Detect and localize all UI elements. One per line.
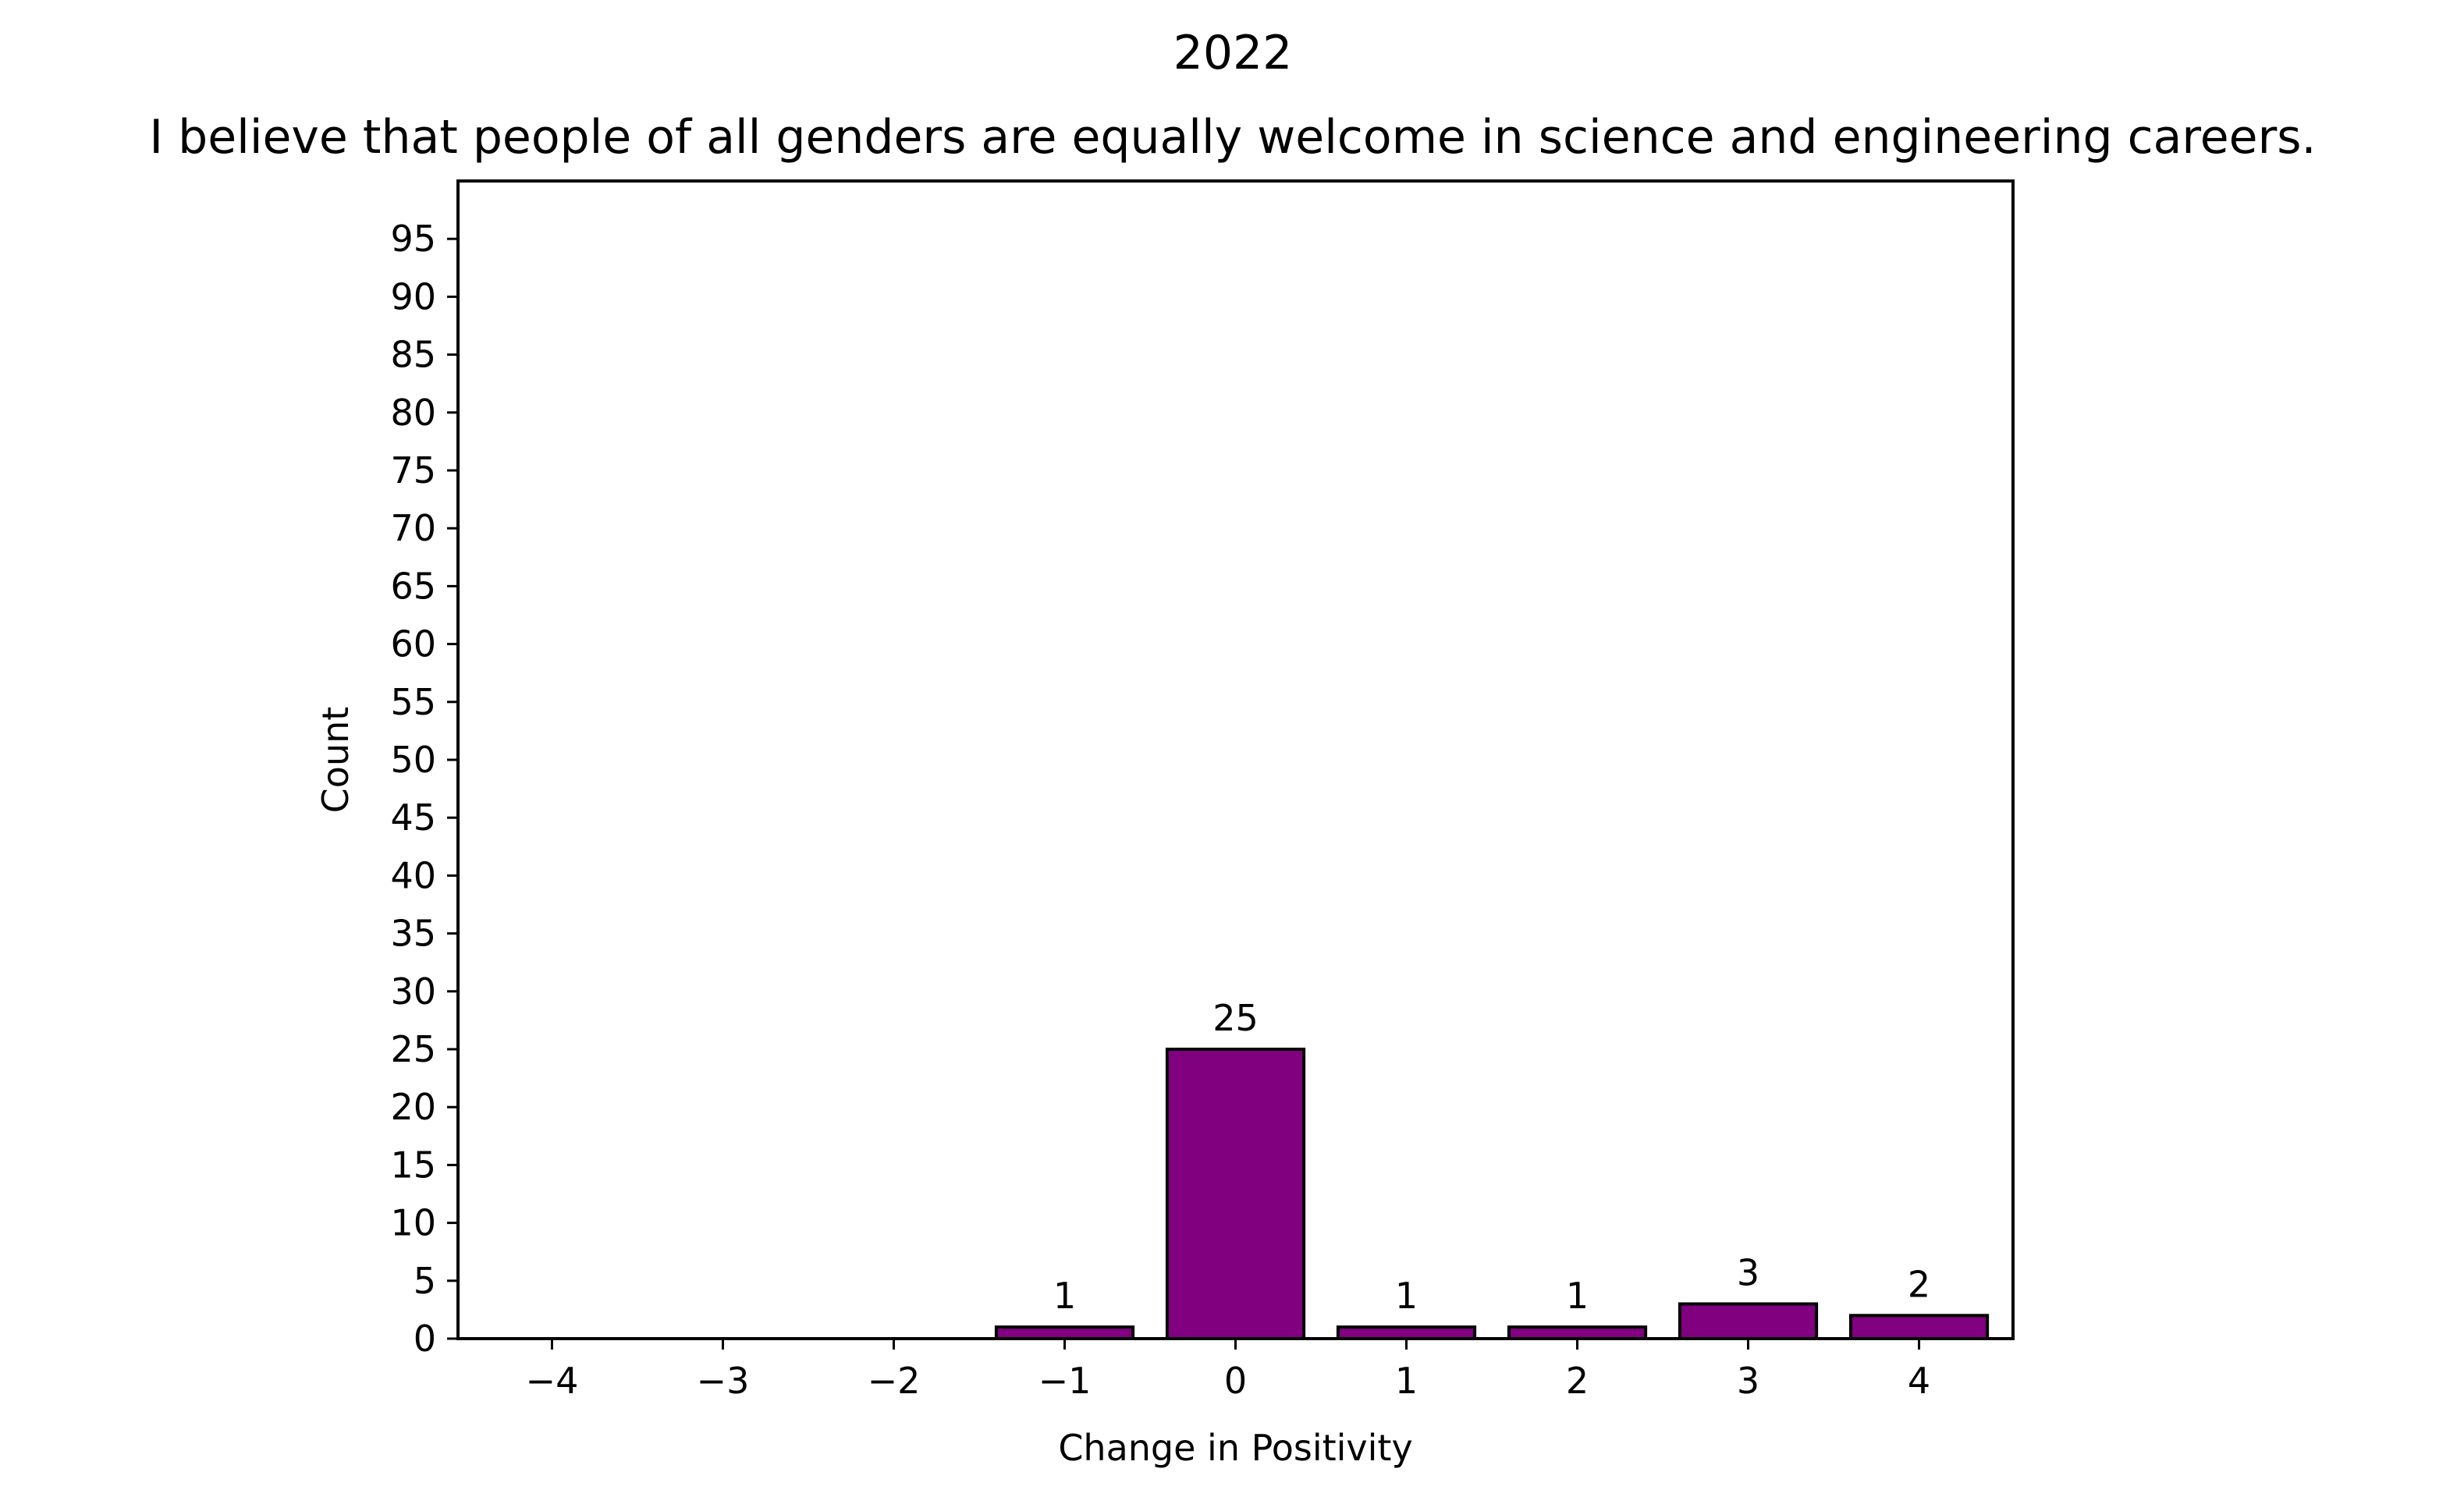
x-tick-label: −1 <box>1039 1360 1092 1402</box>
chart-suptitle: 2022 <box>1173 26 1293 80</box>
x-tick-label: −4 <box>526 1360 579 1402</box>
x-axis: −4 −3 −2 −1 0 1 2 3 4 <box>526 1339 1930 1402</box>
x-axis-label: Change in Positivity <box>1058 1427 1412 1469</box>
x-tick-label: 3 <box>1737 1360 1759 1402</box>
x-tick-label: −3 <box>697 1360 750 1402</box>
y-tick-label: 0 <box>414 1318 436 1360</box>
y-tick-label: 30 <box>390 970 436 1013</box>
x-tick-label: 1 <box>1395 1360 1418 1402</box>
y-tick-label: 75 <box>390 449 436 491</box>
bar-1 <box>1336 1325 1477 1341</box>
bar-3 <box>1678 1302 1819 1340</box>
plot-frame <box>456 179 2015 1340</box>
y-tick-label: 50 <box>390 739 436 781</box>
data-label-minus-1: 1 <box>1053 1275 1076 1317</box>
data-labels-group: 1 25 1 1 3 2 <box>1053 997 1930 1317</box>
y-tick-label: 85 <box>390 334 436 376</box>
x-tick-label: 0 <box>1224 1360 1247 1402</box>
y-tick-label: 15 <box>390 1144 436 1186</box>
y-tick-label: 95 <box>390 218 436 260</box>
y-axis-label: Count <box>314 707 357 814</box>
y-axis: 0 5 10 15 20 25 30 35 40 45 50 55 60 65 70 75 80 85 90 95 <box>390 218 458 1360</box>
y-tick-label: 25 <box>390 1028 436 1070</box>
data-label-0: 25 <box>1212 997 1259 1039</box>
bars-group <box>994 1048 1990 1341</box>
bar-4 <box>1848 1314 1990 1340</box>
data-label-4: 2 <box>1908 1263 1930 1305</box>
y-tick-label: 70 <box>390 507 436 549</box>
x-tick-label: 2 <box>1566 1360 1589 1402</box>
y-tick-label: 10 <box>390 1202 436 1244</box>
y-tick-label: 90 <box>390 275 436 317</box>
y-tick-label: 20 <box>390 1086 436 1128</box>
y-tick-label: 5 <box>414 1260 436 1302</box>
y-tick-label: 35 <box>390 913 436 955</box>
data-label-1: 1 <box>1395 1275 1418 1317</box>
data-label-3: 3 <box>1737 1251 1759 1293</box>
x-tick-label: 4 <box>1908 1360 1930 1402</box>
y-tick-label: 60 <box>390 623 436 665</box>
bar-minus-1 <box>994 1325 1135 1341</box>
y-tick-label: 45 <box>390 796 436 839</box>
y-tick-label: 40 <box>390 854 436 896</box>
y-tick-label: 65 <box>390 565 436 607</box>
y-tick-label: 55 <box>390 681 436 723</box>
bar-2 <box>1507 1325 1648 1341</box>
chart-title: I believe that people of all genders are… <box>149 110 2316 165</box>
y-tick-label: 80 <box>390 392 436 434</box>
x-tick-label: −2 <box>868 1360 921 1402</box>
data-label-2: 1 <box>1566 1275 1589 1317</box>
bar-0 <box>1165 1048 1306 1340</box>
